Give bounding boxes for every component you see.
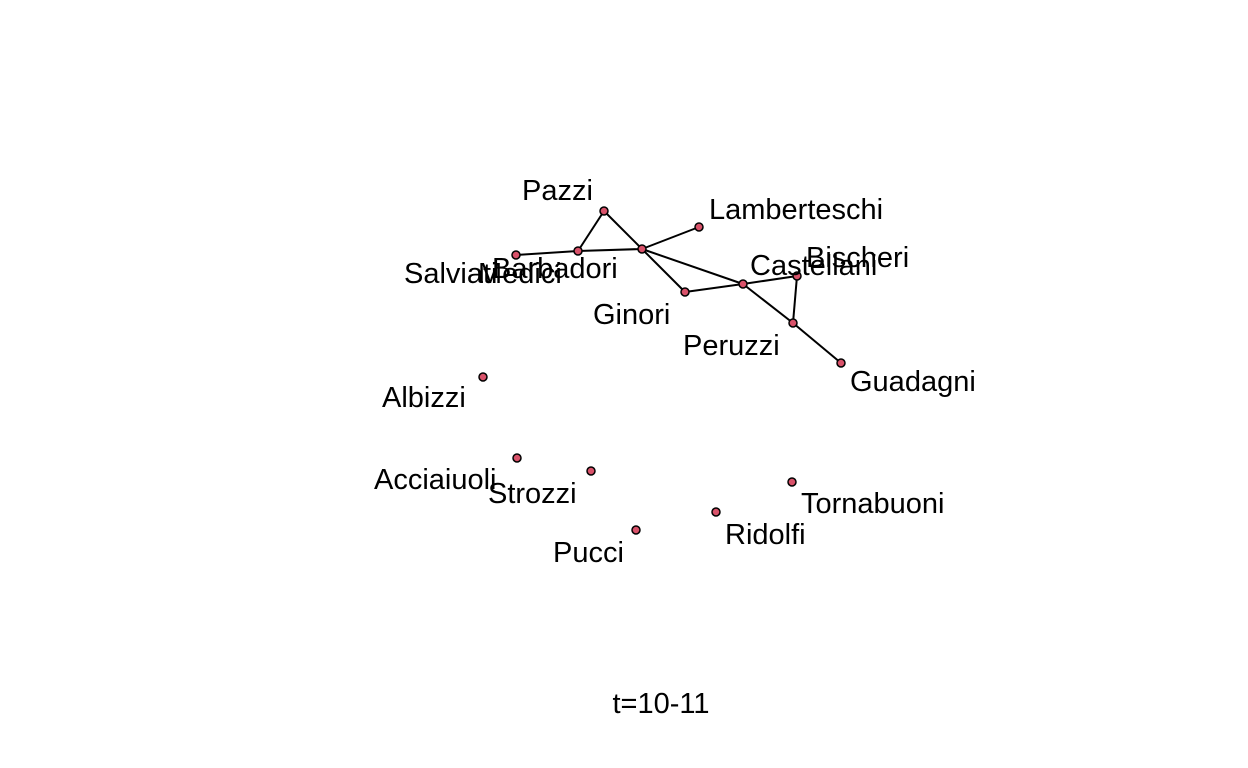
label-layer: Pazzi Lamberteschi SalviatiMediciBarbadori… xyxy=(374,175,976,569)
edge-ginori-castellani xyxy=(684,283,744,293)
node-label-acciaiuoli: Acciaiuoli xyxy=(374,464,497,496)
node-lamberteschi xyxy=(694,222,704,232)
node-castellani xyxy=(738,279,748,289)
edge-castellani-bischeri xyxy=(742,275,798,285)
edge-layer xyxy=(515,210,842,364)
node-label-medici: Medici xyxy=(478,258,562,290)
node-label-bischeri: Bischeri xyxy=(806,242,909,274)
node-label-peruzzi: Peruzzi xyxy=(683,330,780,362)
node-label-ridolfi: Ridolfi xyxy=(725,519,806,551)
node-acciaiuoli xyxy=(512,453,522,463)
node-albizzi xyxy=(478,372,488,382)
edge-medici-barbadori xyxy=(577,248,643,252)
node-pazzi xyxy=(599,206,609,216)
node-label-ginori: Ginori xyxy=(593,299,670,331)
node-label-guadagni: Guadagni xyxy=(850,366,976,398)
edge-pazzi-barbadori xyxy=(603,210,643,250)
node-label-barbadori: Barbadori xyxy=(492,253,618,285)
time-window-caption: t=10-11 xyxy=(612,688,710,720)
node-label-strozzi: Strozzi xyxy=(488,478,577,510)
node-label-salviati: Salviati xyxy=(404,258,498,290)
edge-barbadori-castellani xyxy=(641,248,744,285)
edge-medici-pazzi xyxy=(577,210,605,252)
node-label-lamberteschi: Lamberteschi xyxy=(709,194,883,226)
node-label-tornabuoni: Tornabuoni xyxy=(801,488,945,520)
edge-castellani-peruzzi xyxy=(742,283,794,324)
node-label-pucci: Pucci xyxy=(553,537,624,569)
node-ginori xyxy=(680,287,690,297)
node-barbadori xyxy=(637,244,647,254)
node-ridolfi xyxy=(711,507,721,517)
edge-bischeri-peruzzi xyxy=(792,275,798,324)
edge-barbadori-lamberteschi xyxy=(641,226,700,250)
node-label-albizzi: Albizzi xyxy=(382,382,466,414)
edge-salviati-medici xyxy=(515,250,579,256)
node-layer xyxy=(478,206,846,535)
node-label-pazzi: Pazzi xyxy=(522,175,593,207)
node-tornabuoni xyxy=(787,477,797,487)
edge-peruzzi-guadagni xyxy=(792,322,842,364)
node-peruzzi xyxy=(788,318,798,328)
edge-barbadori-ginori xyxy=(641,248,686,293)
node-label-castellani: Castellani xyxy=(750,250,877,282)
node-medici xyxy=(573,246,583,256)
node-guadagni xyxy=(836,358,846,368)
node-salviati xyxy=(511,250,521,260)
node-pucci xyxy=(631,525,641,535)
node-strozzi xyxy=(586,466,596,476)
node-bischeri xyxy=(792,271,802,281)
